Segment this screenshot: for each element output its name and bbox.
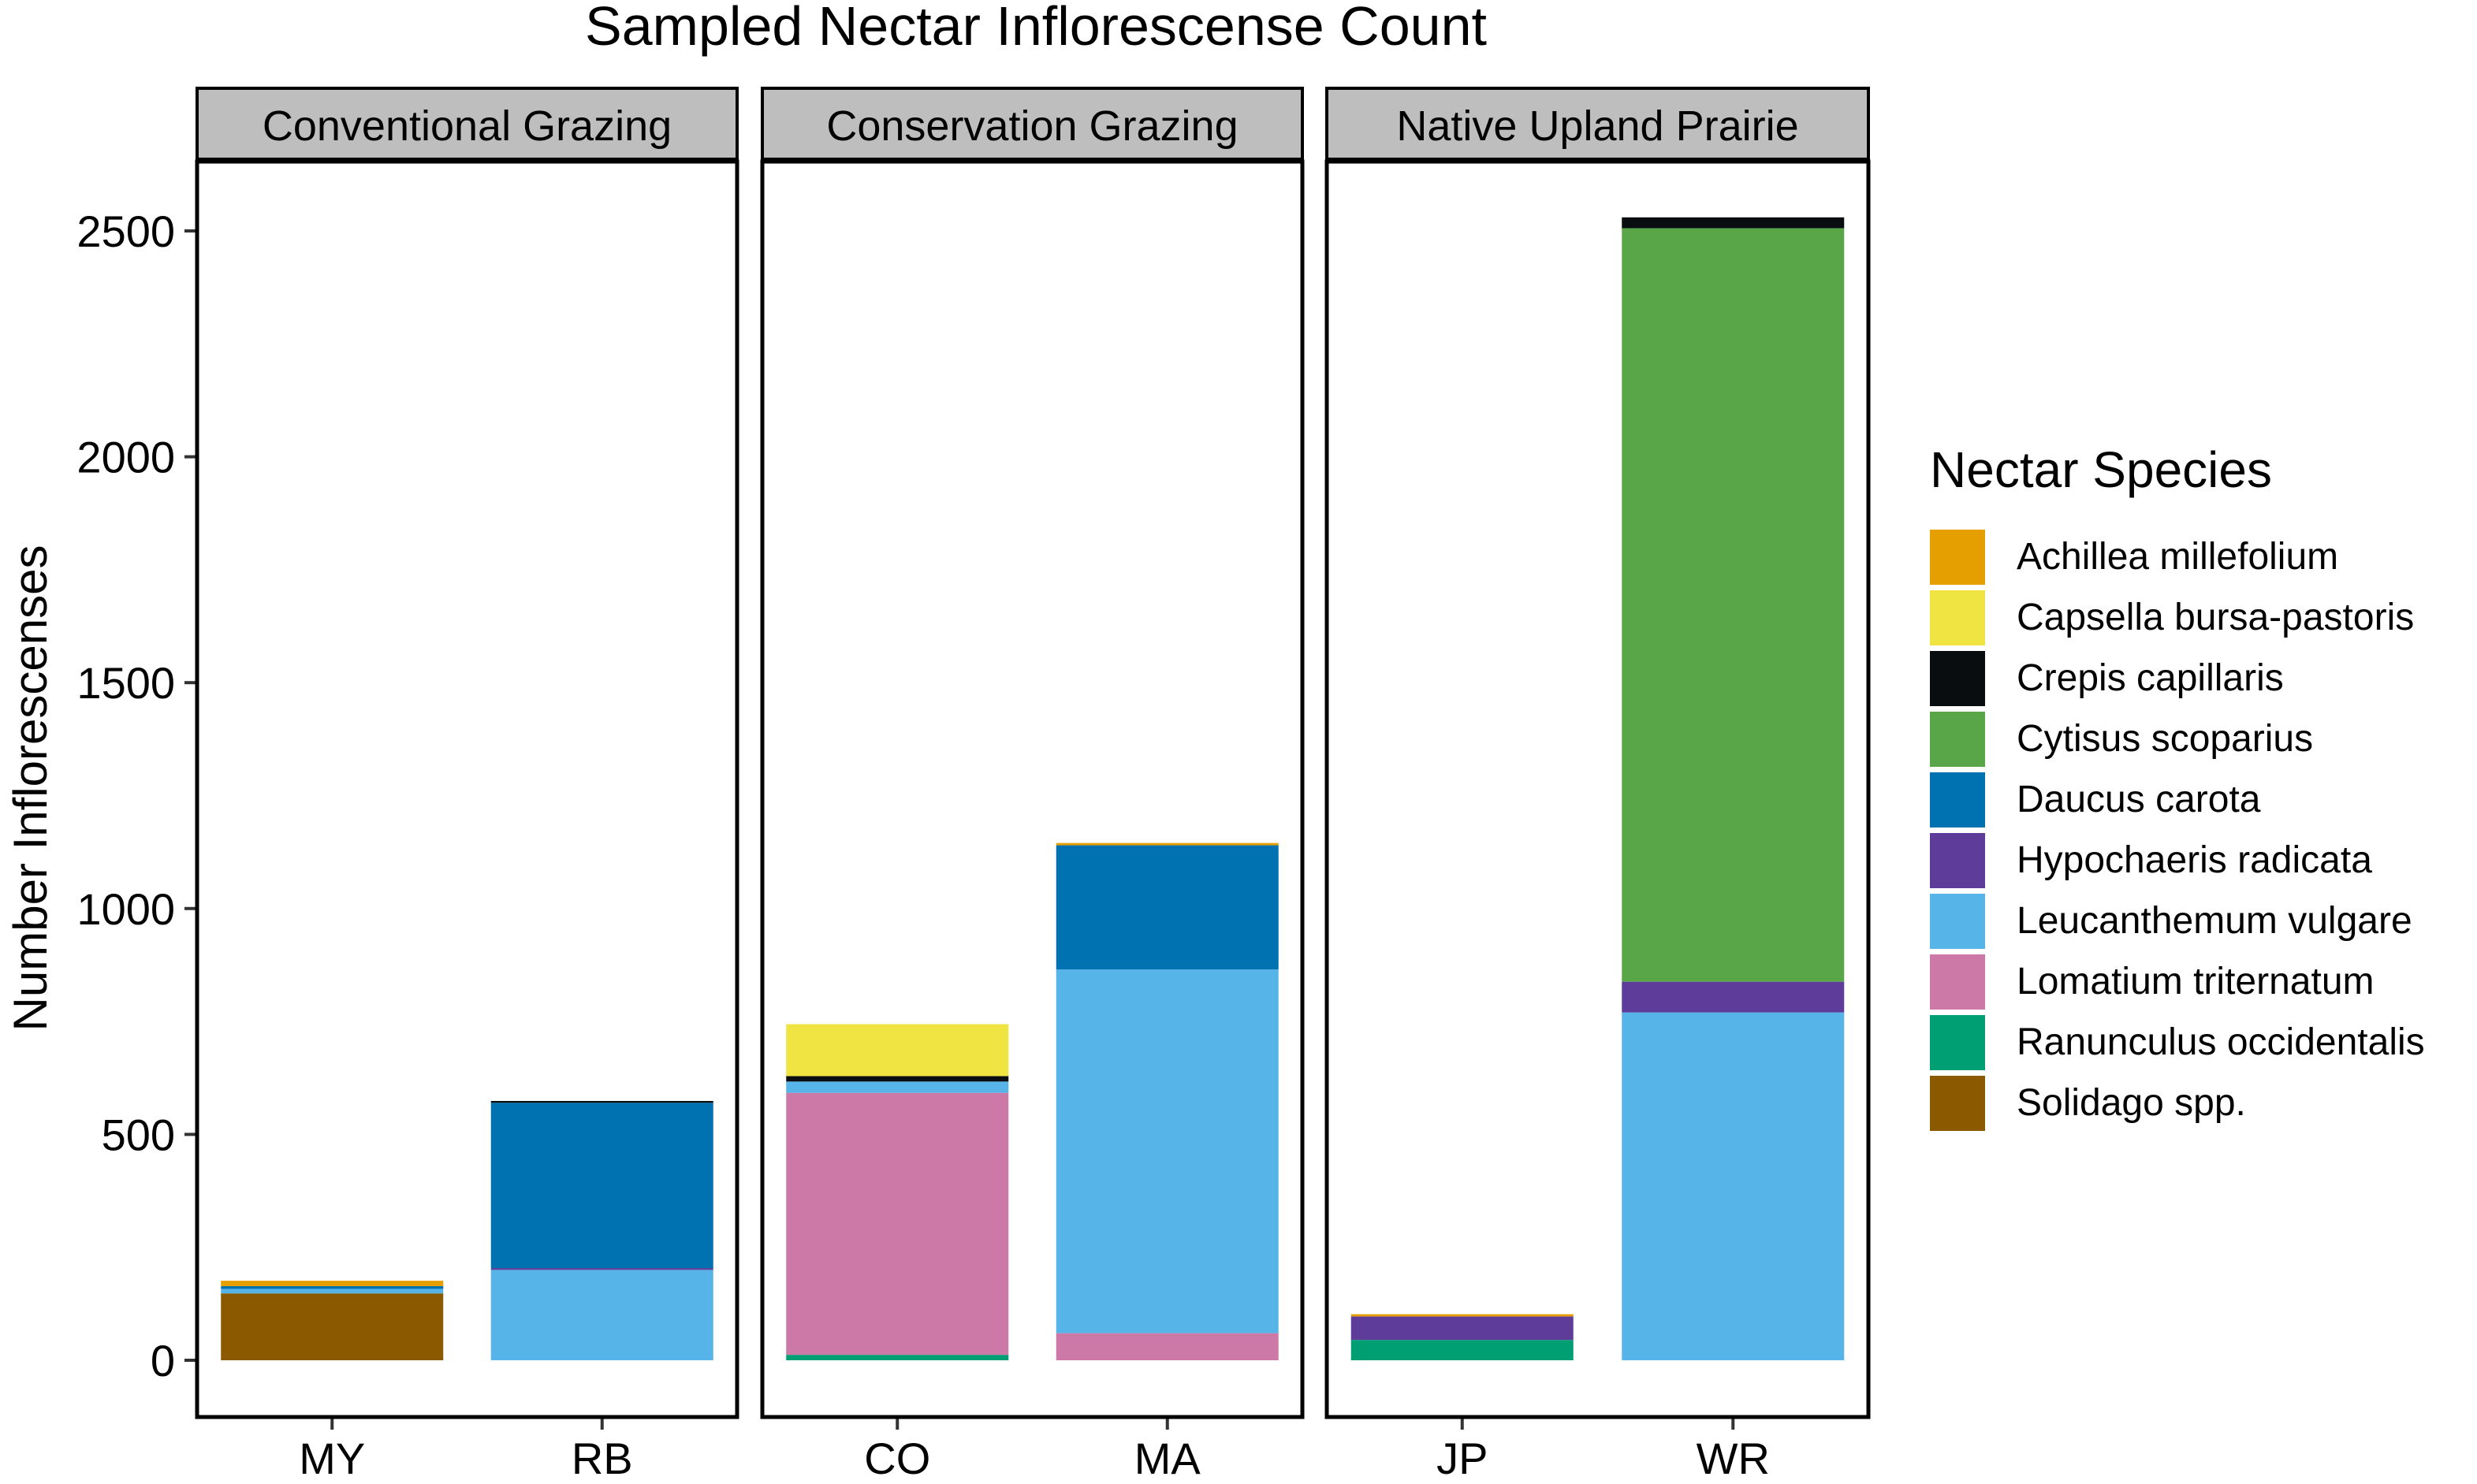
bar-segment-my-achillea-millefolium	[221, 1281, 444, 1286]
x-tick-label: WR	[1697, 1434, 1770, 1480]
bar-segment-co-capsella-bursa-pastoris	[786, 1024, 1009, 1077]
legend-swatch	[1930, 1076, 1985, 1131]
panel-conservation-grazing: Conservation Grazing CO MA	[760, 87, 1305, 1483]
bar-segment-my-leucanthemum-vulgare	[221, 1289, 444, 1294]
legend-item-leucanthemum-vulgare: Leucanthemum vulgare	[1930, 894, 2412, 949]
legend-items: Achillea millefolium Capsella bursa-pasto…	[1930, 530, 2425, 1131]
legend-label: Solidago spp.	[2017, 1082, 2246, 1124]
facet-strip-label: Native Upland Prairie	[1396, 102, 1798, 150]
legend: Nectar Species Achillea millefolium Capse…	[1930, 441, 2425, 1131]
bar-segment-co-leucanthemum-vulgare	[786, 1081, 1009, 1093]
legend-item-ranunculus-occidentalis: Ranunculus occidentalis	[1930, 1015, 2425, 1070]
legend-label: Hypochaeris radicata	[2017, 839, 2372, 881]
bar-segment-jp-hypochaeris-radicata	[1350, 1316, 1574, 1341]
y-tick-label: 1000	[76, 884, 175, 934]
bar-segment-wr-hypochaeris-radicata	[1622, 981, 1845, 1013]
legend-label: Capsella bursa-pastoris	[2017, 597, 2414, 638]
legend-item-daucus-carota: Daucus carota	[1930, 772, 2261, 828]
bar-segment-co-lomatium-triternatum	[786, 1092, 1009, 1356]
legend-item-lomatium-triternatum: Lomatium triternatum	[1930, 954, 2375, 1010]
legend-item-cytisus-scoparius: Cytisus scoparius	[1930, 712, 2313, 767]
y-tick-label: 2000	[76, 433, 175, 482]
panel-border	[760, 159, 1305, 1419]
legend-item-capsella-bursa-pastoris: Capsella bursa-pastoris	[1930, 590, 2414, 645]
legend-swatch	[1930, 1015, 1985, 1070]
bar-segment-co-crepis-capillaris	[786, 1076, 1009, 1082]
bar-segment-my-solidago-spp	[221, 1293, 444, 1360]
bar-segment-rb-daucus-carota	[490, 1103, 713, 1269]
bar-segment-jp-achillea-millefolium	[1350, 1314, 1574, 1317]
y-tick-label: 2500	[76, 206, 175, 256]
legend-swatch	[1930, 954, 1985, 1010]
bar-my	[221, 1281, 444, 1360]
legend-label: Cytisus scoparius	[2017, 718, 2313, 760]
x-tick-label: MY	[299, 1434, 365, 1480]
legend-item-solidago-spp: Solidago spp.	[1930, 1076, 2246, 1131]
facet-strip-label: Conventional Grazing	[263, 102, 672, 150]
facet-strip	[761, 87, 1304, 161]
legend-label: Leucanthemum vulgare	[2017, 900, 2412, 942]
x-tick-label: CO	[864, 1434, 930, 1480]
bar-segment-co-ranunculus-occidentalis	[786, 1355, 1009, 1360]
legend-label: Lomatium triternatum	[2017, 961, 2375, 1002]
panel-border	[1324, 159, 1871, 1419]
bar-segment-ma-leucanthemum-vulgare	[1056, 969, 1279, 1333]
x-tick-label: MA	[1134, 1434, 1201, 1480]
legend-label: Daucus carota	[2017, 779, 2261, 820]
legend-item-crepis-capillaris: Crepis capillaris	[1930, 651, 2284, 706]
legend-title: Nectar Species	[1930, 441, 2272, 498]
bar-segment-jp-ranunculus-occidentalis	[1350, 1340, 1574, 1360]
bar-wr	[1622, 217, 1845, 1360]
bar-segment-my-daucus-carota	[221, 1285, 444, 1289]
legend-swatch	[1930, 894, 1985, 949]
panel-border	[195, 159, 739, 1419]
bar-segment-rb-leucanthemum-vulgare	[490, 1270, 713, 1360]
legend-swatch	[1930, 772, 1985, 828]
legend-swatch	[1930, 651, 1985, 706]
bar-segment-rb-hypochaeris-radicata	[490, 1268, 713, 1270]
y-tick-label: 500	[102, 1110, 175, 1159]
bar-jp	[1350, 1314, 1574, 1360]
x-tick-label: RB	[572, 1434, 633, 1480]
bar-segment-wr-crepis-capillaris	[1622, 217, 1845, 229]
facet-strip	[1325, 87, 1870, 161]
facet-strip	[196, 87, 739, 161]
bar-co	[786, 1024, 1009, 1360]
legend-swatch	[1930, 530, 1985, 585]
legend-swatch	[1930, 590, 1985, 645]
bar-segment-wr-cytisus-scoparius	[1622, 228, 1845, 982]
panel-native-upland-prairie: Native Upland Prairie JP WR	[1324, 87, 1871, 1483]
y-tick-label: 1500	[76, 658, 175, 708]
y-axis: 0 500 1000 1500 2000 2500	[76, 206, 197, 1385]
y-tick-label: 0	[151, 1336, 175, 1385]
chart-title: Sampled Nectar Inflorescense Count	[585, 0, 1487, 57]
legend-label: Achillea millefolium	[2017, 536, 2338, 578]
bar-ma	[1056, 842, 1279, 1360]
bar-segment-ma-lomatium-triternatum	[1056, 1333, 1279, 1360]
bar-segment-rb-crepis-capillaris	[490, 1100, 713, 1103]
bar-segment-ma-achillea-millefolium	[1056, 842, 1279, 846]
legend-swatch	[1930, 712, 1985, 767]
legend-swatch	[1930, 833, 1985, 888]
x-tick-label: JP	[1436, 1434, 1488, 1480]
panel-conventional-grazing: Conventional Grazing MY RB	[195, 87, 739, 1483]
legend-label: Ranunculus occidentalis	[2017, 1021, 2425, 1063]
legend-item-achillea-millefolium: Achillea millefolium	[1930, 530, 2338, 585]
bar-segment-wr-leucanthemum-vulgare	[1622, 1012, 1845, 1360]
y-axis-label: Number Inflorescenses	[4, 545, 57, 1032]
bar-segment-ma-daucus-carota	[1056, 845, 1279, 970]
bar-rb	[490, 1100, 713, 1360]
facet-strip-label: Conservation Grazing	[826, 102, 1238, 150]
panels: Conventional Grazing MY RB Conservation Gra…	[195, 87, 1871, 1483]
legend-item-hypochaeris-radicata: Hypochaeris radicata	[1930, 833, 2372, 888]
legend-label: Crepis capillaris	[2017, 657, 2284, 699]
